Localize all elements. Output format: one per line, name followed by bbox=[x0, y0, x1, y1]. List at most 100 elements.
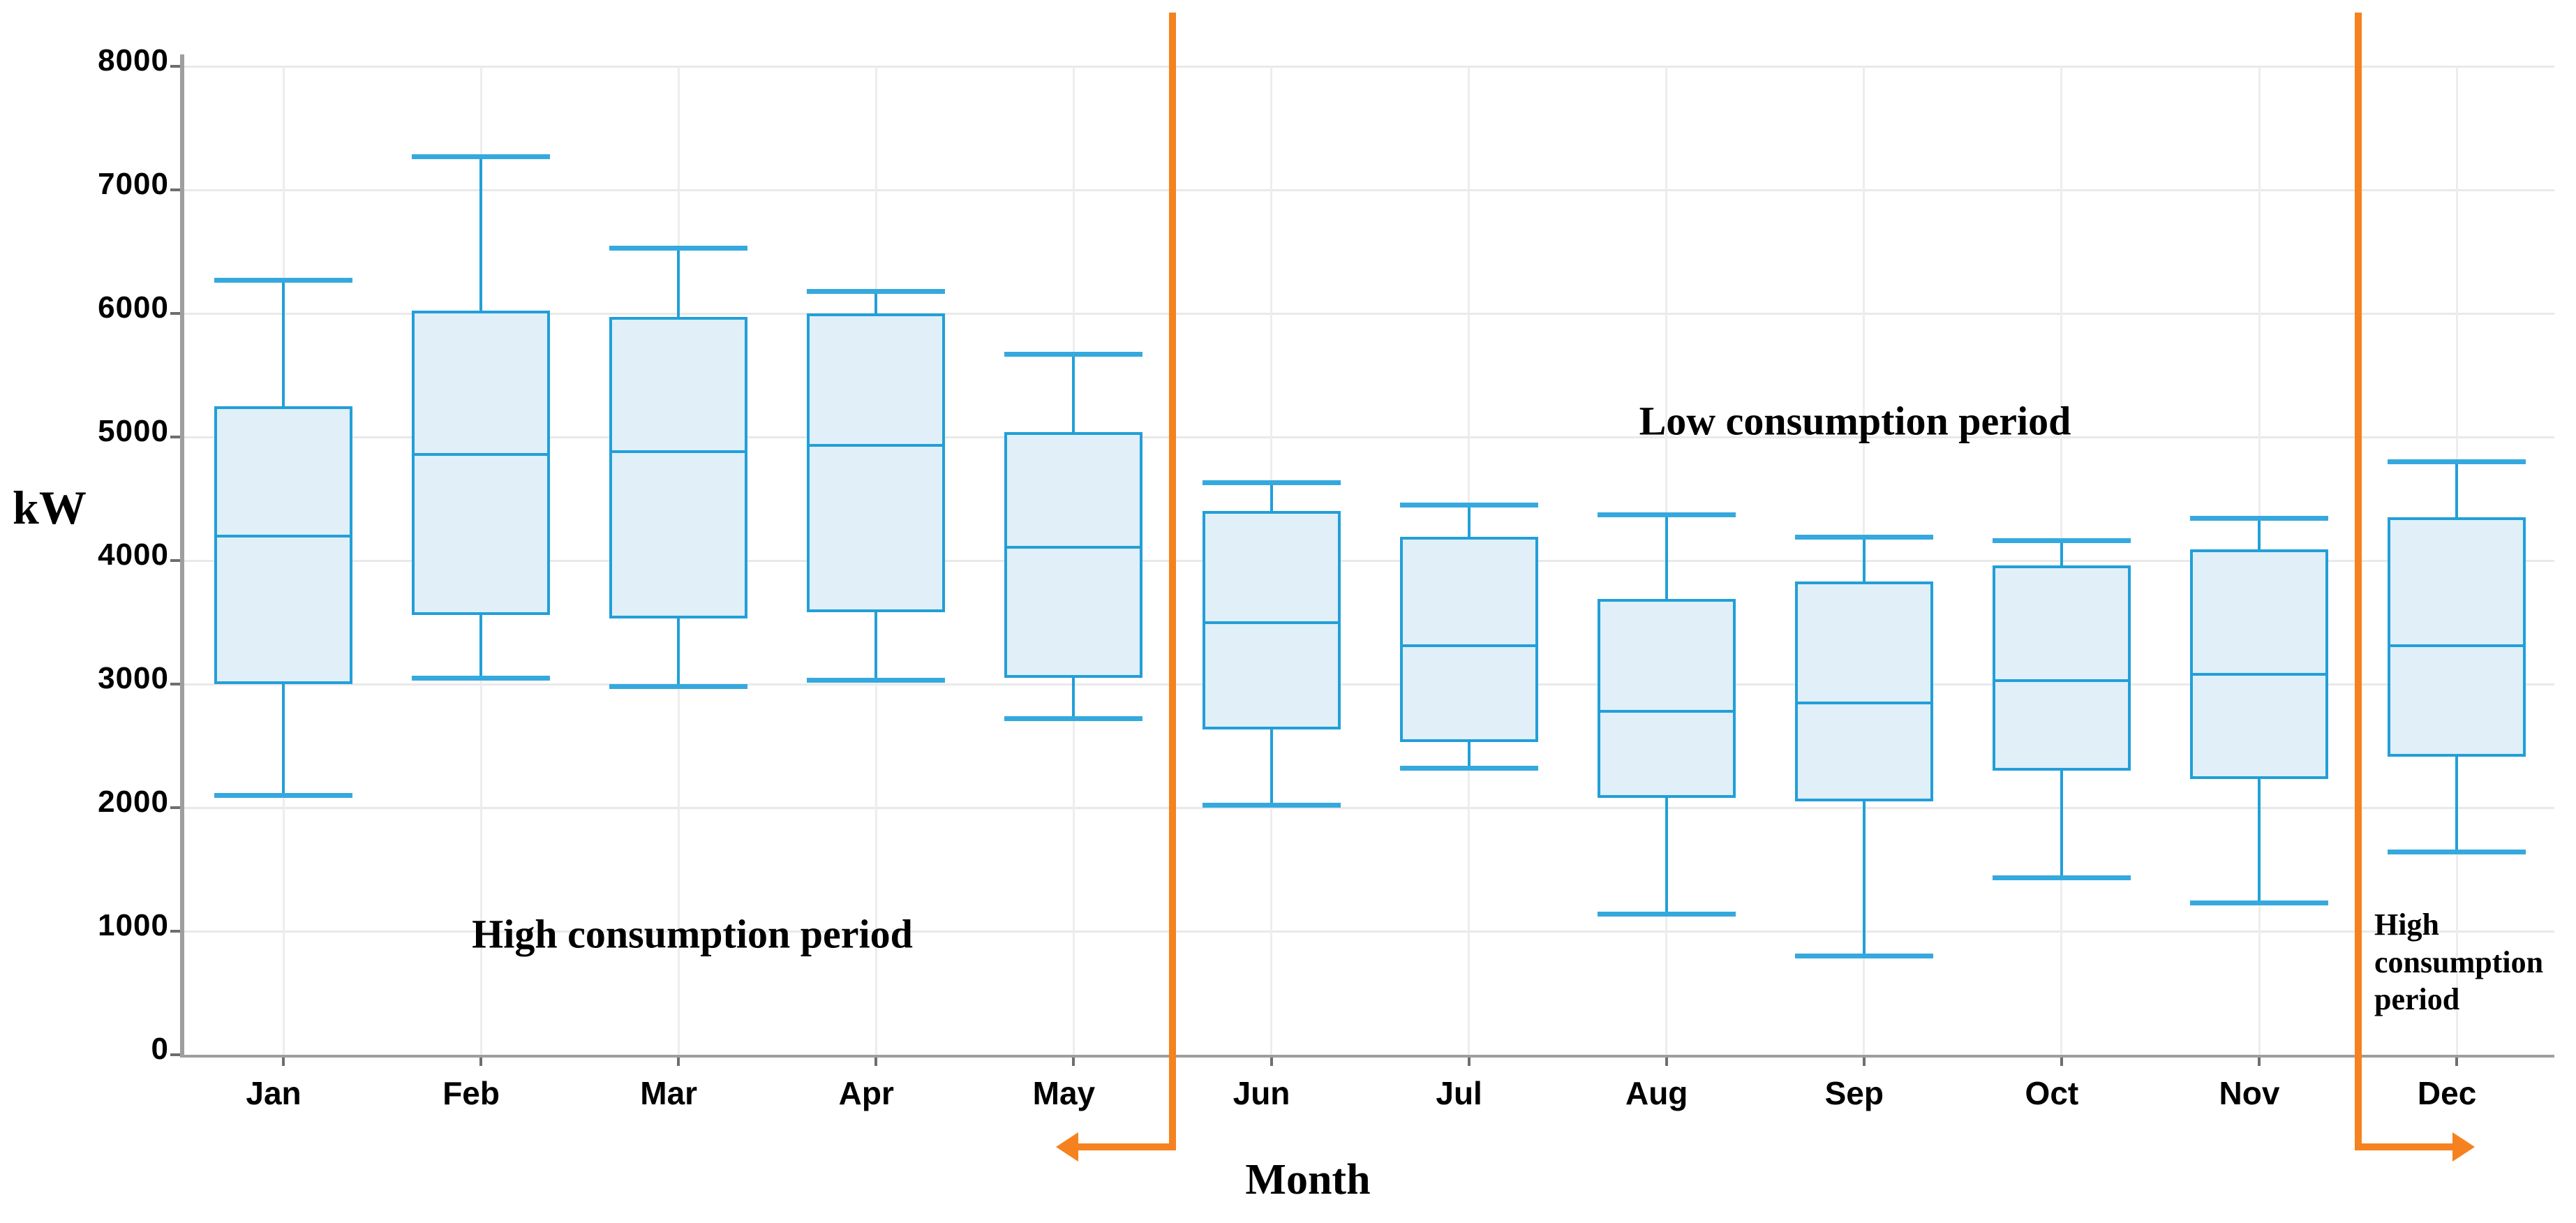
x-tick-label-apr: Apr bbox=[838, 1075, 894, 1111]
whisker-stem-top-jun bbox=[1270, 482, 1273, 512]
median-line-oct bbox=[1992, 679, 2131, 682]
median-line-dec bbox=[2388, 644, 2526, 648]
median-line-jan bbox=[214, 534, 352, 538]
whisker-stem-bottom-aug bbox=[1665, 797, 1668, 914]
divider-after-nov bbox=[2354, 13, 2362, 1150]
x-tick-label-aug: Aug bbox=[1625, 1075, 1688, 1111]
box-apr bbox=[807, 313, 946, 613]
whisker-cap-max-jul bbox=[1399, 502, 1538, 507]
x-tick-nov bbox=[2258, 1055, 2261, 1066]
y-axis-spine bbox=[180, 54, 184, 1058]
x-tick-label-sep: Sep bbox=[1824, 1075, 1884, 1111]
gridline-h-3000 bbox=[183, 683, 2554, 685]
x-tick-sep bbox=[1862, 1055, 1866, 1066]
median-line-sep bbox=[1794, 701, 1933, 704]
whisker-stem-top-feb bbox=[479, 156, 483, 311]
median-line-jul bbox=[1399, 644, 1538, 648]
whisker-stem-top-sep bbox=[1862, 537, 1866, 582]
whisker-cap-max-nov bbox=[2190, 516, 2328, 521]
whisker-cap-min-dec bbox=[2388, 850, 2526, 855]
whisker-cap-min-may bbox=[1004, 716, 1143, 722]
y-tick-label-6000: 6000 bbox=[98, 290, 169, 325]
whisker-stem-bottom-dec bbox=[2455, 757, 2459, 852]
x-tick-jun bbox=[1270, 1055, 1273, 1066]
median-line-nov bbox=[2190, 672, 2328, 676]
y-tick-label-1000: 1000 bbox=[98, 908, 169, 942]
y-tick-label-8000: 8000 bbox=[98, 43, 169, 77]
annotation-high-consumption-right: High consumption period bbox=[2374, 907, 2544, 1017]
y-tick-2000 bbox=[170, 806, 183, 809]
whisker-stem-bottom-oct bbox=[2060, 770, 2063, 878]
whisker-stem-top-aug bbox=[1665, 514, 1668, 599]
whisker-cap-min-oct bbox=[1992, 875, 2131, 881]
x-tick-label-dec: Dec bbox=[2417, 1075, 2477, 1111]
whisker-stem-top-mar bbox=[677, 248, 680, 318]
y-axis-title: kW bbox=[13, 481, 87, 534]
gridline-h-1000 bbox=[183, 930, 2554, 933]
median-line-jun bbox=[1202, 621, 1341, 624]
y-tick-7000 bbox=[170, 188, 183, 191]
whisker-stem-bottom-feb bbox=[479, 614, 483, 679]
x-tick-dec bbox=[2455, 1055, 2459, 1066]
x-tick-label-jul: Jul bbox=[1436, 1075, 1482, 1111]
whisker-cap-min-apr bbox=[807, 678, 946, 683]
box-dec bbox=[2388, 517, 2526, 757]
y-tick-label-5000: 5000 bbox=[98, 414, 169, 448]
median-line-feb bbox=[412, 452, 551, 456]
x-tick-oct bbox=[2060, 1055, 2063, 1066]
median-line-may bbox=[1004, 545, 1143, 549]
whisker-cap-min-sep bbox=[1794, 953, 1933, 958]
whisker-cap-min-feb bbox=[412, 675, 551, 681]
x-tick-jul bbox=[1467, 1055, 1471, 1066]
box-jun bbox=[1202, 511, 1341, 730]
y-tick-5000 bbox=[170, 436, 183, 438]
box-oct bbox=[1992, 565, 2131, 771]
median-line-mar bbox=[609, 450, 748, 454]
x-tick-label-nov: Nov bbox=[2219, 1075, 2280, 1111]
y-tick-6000 bbox=[170, 312, 183, 315]
x-tick-label-may: May bbox=[1032, 1075, 1096, 1111]
box-nov bbox=[2190, 549, 2328, 780]
whisker-stem-bottom-sep bbox=[1862, 801, 1866, 956]
whisker-stem-bottom-nov bbox=[2258, 779, 2261, 903]
x-tick-label-jan: Jan bbox=[246, 1075, 301, 1111]
y-tick-3000 bbox=[170, 683, 183, 685]
whisker-stem-top-apr bbox=[874, 291, 878, 313]
gridline-h-4000 bbox=[183, 559, 2554, 562]
whisker-cap-max-dec bbox=[2388, 459, 2526, 464]
divider-arm-after-may bbox=[1078, 1143, 1172, 1150]
whisker-stem-top-jan bbox=[282, 280, 285, 406]
whisker-stem-bottom-mar bbox=[677, 618, 680, 687]
x-tick-feb bbox=[479, 1055, 483, 1066]
whisker-stem-top-dec bbox=[2455, 461, 2459, 518]
whisker-stem-bottom-jun bbox=[1270, 729, 1273, 806]
y-tick-1000 bbox=[170, 930, 183, 933]
whisker-cap-max-sep bbox=[1794, 534, 1933, 540]
whisker-stem-top-may bbox=[1072, 354, 1075, 432]
median-line-aug bbox=[1597, 709, 1736, 713]
divider-arm-after-nov bbox=[2358, 1143, 2452, 1150]
whisker-cap-max-oct bbox=[1992, 538, 2131, 544]
box-sep bbox=[1794, 581, 1933, 802]
x-axis-spine bbox=[180, 1055, 2554, 1058]
whisker-cap-max-feb bbox=[412, 154, 551, 159]
gridline-h-5000 bbox=[183, 436, 2554, 438]
whisker-cap-max-jun bbox=[1202, 480, 1341, 485]
x-tick-aug bbox=[1665, 1055, 1668, 1066]
divider-arrowhead-nov bbox=[2452, 1132, 2475, 1162]
whisker-cap-max-jan bbox=[214, 277, 352, 283]
y-tick-0 bbox=[170, 1053, 183, 1056]
x-tick-label-jun: Jun bbox=[1233, 1075, 1290, 1111]
median-line-apr bbox=[807, 444, 946, 447]
box-may bbox=[1004, 431, 1143, 679]
whisker-stem-bottom-may bbox=[1072, 678, 1075, 719]
y-tick-label-3000: 3000 bbox=[98, 661, 169, 695]
y-tick-label-7000: 7000 bbox=[98, 167, 169, 201]
box-mar bbox=[609, 317, 748, 619]
box-aug bbox=[1597, 598, 1736, 798]
whisker-cap-max-apr bbox=[807, 288, 946, 294]
whisker-cap-max-mar bbox=[609, 245, 748, 251]
whisker-cap-max-aug bbox=[1597, 512, 1736, 517]
gridline-h-8000 bbox=[183, 65, 2554, 68]
